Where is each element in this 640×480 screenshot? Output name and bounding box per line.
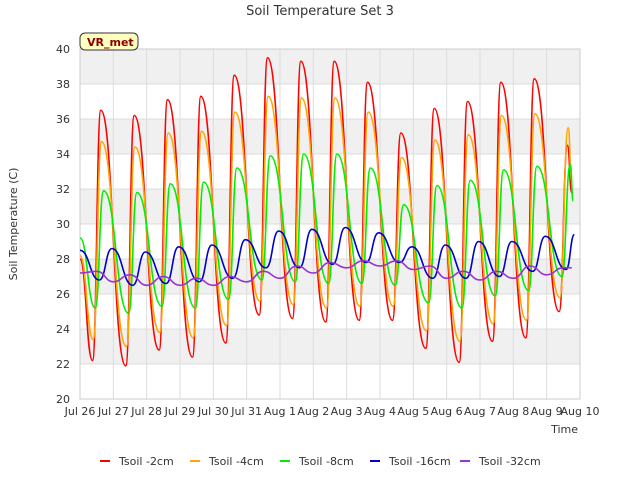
station-badge: VR_met [79,32,139,51]
x-tick-label: Aug 8 [497,405,529,418]
plot-frame [79,48,581,400]
plot-band [80,329,580,364]
x-tick-label: Aug 5 [397,405,429,418]
x-tick-label: Jul 29 [164,405,196,418]
y-tick-label: 20 [56,393,70,406]
legend-label: Tsoil -4cm [208,455,264,468]
y-tick-label: 36 [56,113,70,126]
x-tick-label: Aug 9 [531,405,563,418]
y-tick-label: 26 [56,288,70,301]
x-tick-label: Aug 6 [431,405,463,418]
series-layer [79,57,576,367]
x-tick-label: Jul 30 [197,405,229,418]
legend-item-tsoil-2cm: Tsoil -2cm [100,455,174,468]
x-tick-label: Jul 28 [130,405,162,418]
legend-item-tsoil-32cm: Tsoil -32cm [460,455,541,468]
y-tick-label: 22 [56,358,70,371]
x-axis-label: Time [550,423,578,436]
x-tick-label: Aug 7 [464,405,496,418]
series-line-tsoil-16cm [79,226,576,287]
x-tick-label: Jul 31 [230,405,262,418]
legend-item-tsoil-4cm: Tsoil -4cm [190,455,264,468]
legend-label: Tsoil -8cm [298,455,354,468]
y-tick-label: 38 [56,78,70,91]
station-badge-label: VR_met [87,36,134,49]
y-tick-label: 32 [56,183,70,196]
y-tick-label: 40 [56,43,70,56]
legend: Tsoil -2cm Tsoil -4cm Tsoil -8cm Tsoil -16c… [100,455,541,468]
x-tick-label: Aug 2 [297,405,329,418]
legend-label: Tsoil -2cm [118,455,174,468]
x-tick-label: Aug 3 [331,405,363,418]
chart-title: Soil Temperature Set 3 [246,4,394,19]
y-axis-ticks: 20 22 24 26 28 30 32 34 36 38 40 [56,43,70,406]
x-axis-ticks: Jul 26 Jul 27 Jul 28 Jul 29 Jul 30 Jul 31 Aug … [64,405,600,418]
y-tick-label: 30 [56,218,70,231]
legend-item-tsoil-8cm: Tsoil -8cm [280,455,354,468]
legend-label: Tsoil -16cm [388,455,451,468]
x-tick-label: Jul 26 [64,405,96,418]
y-axis-label: Soil Temperature (C) [7,168,20,281]
y-tick-label: 28 [56,253,70,266]
legend-item-tsoil-16cm: Tsoil -16cm [370,455,451,468]
x-tick-label: Aug 1 [264,405,296,418]
plot-band [80,49,580,84]
x-tick-label: Jul 27 [97,405,129,418]
y-tick-label: 24 [56,323,70,336]
y-tick-label: 34 [56,148,70,161]
legend-label: Tsoil -32cm [478,455,541,468]
x-tick-label: Aug 4 [364,405,396,418]
x-tick-label: Aug 10 [561,405,600,418]
series-line-tsoil-32cm [79,260,572,287]
